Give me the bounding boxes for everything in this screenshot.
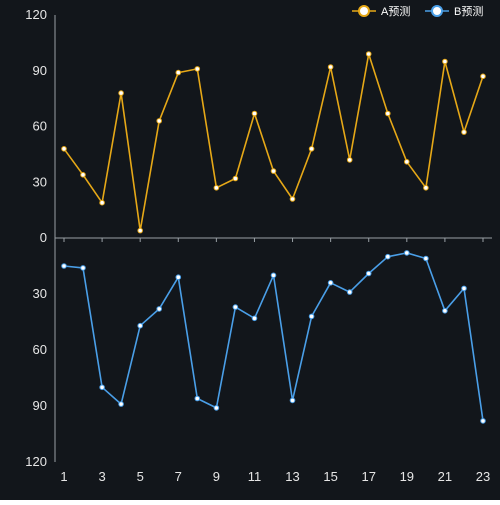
data-point: [404, 159, 410, 165]
top-y-tick-label: 60: [33, 119, 47, 134]
legend-item-a[interactable]: A预测: [352, 5, 410, 18]
x-tick-label: 9: [213, 469, 220, 484]
top-y-tick-label: 120: [25, 7, 47, 22]
legend-item-b[interactable]: B预测: [425, 5, 483, 18]
data-point: [480, 73, 486, 80]
data-point: [156, 306, 162, 312]
data-point: [213, 185, 220, 191]
bottom-y-tick-label: 120: [25, 454, 47, 469]
data-point: [423, 255, 429, 262]
legend[interactable]: A预测 B预测: [352, 5, 483, 18]
top-y-tick-label: 0: [40, 230, 47, 245]
x-tick-label: 7: [175, 469, 182, 484]
data-point: [61, 146, 67, 152]
x-tick-label: 17: [361, 469, 375, 484]
data-point: [99, 384, 105, 391]
series-a: [61, 51, 486, 234]
data-point: [289, 196, 296, 202]
data-point: [308, 313, 315, 320]
data-point: [137, 227, 143, 234]
data-point: [99, 199, 105, 206]
series-layer: [61, 51, 486, 424]
data-point: [194, 395, 201, 402]
x-tick-label: 5: [137, 469, 144, 484]
x-tick-label: 11: [248, 469, 262, 484]
x-tick-label: 13: [285, 469, 299, 484]
data-point: [80, 172, 86, 178]
data-point: [346, 157, 353, 163]
data-point: [175, 69, 182, 76]
data-point: [327, 64, 334, 70]
data-point: [213, 405, 220, 411]
data-point: [442, 58, 448, 65]
bottom-y-tick-label: 30: [33, 286, 47, 301]
x-tick-label: 21: [438, 469, 452, 484]
series-b: [61, 250, 486, 424]
data-point: [80, 265, 86, 271]
data-point: [404, 250, 410, 256]
data-point: [118, 90, 124, 96]
data-point: [270, 168, 277, 174]
x-tick-label: 23: [476, 469, 490, 484]
data-point: [346, 289, 353, 295]
data-point: [442, 308, 448, 314]
data-point: [327, 280, 334, 286]
data-point: [251, 110, 258, 117]
data-point: [385, 253, 391, 260]
data-point: [156, 118, 162, 124]
data-point: [423, 185, 429, 191]
data-point: [480, 418, 486, 424]
data-point: [289, 397, 296, 404]
data-point: [232, 304, 239, 310]
data-point: [194, 66, 201, 72]
data-point: [232, 175, 239, 182]
x-tick-label: 19: [400, 469, 414, 484]
data-point: [251, 315, 258, 322]
data-point: [365, 51, 372, 57]
data-point: [385, 110, 391, 117]
data-point: [365, 270, 372, 277]
data-point: [461, 129, 467, 135]
legend-label: B预测: [454, 5, 483, 18]
legend-marker: [431, 5, 443, 17]
x-tick-label: 3: [98, 469, 105, 484]
data-point: [175, 274, 182, 281]
x-tick-label: 1: [60, 469, 67, 484]
top-y-tick-label: 90: [33, 63, 47, 78]
top-y-tick-label: 30: [33, 174, 47, 189]
legend-marker: [358, 5, 370, 17]
data-point: [118, 401, 124, 407]
legend-label: A预测: [381, 5, 410, 18]
data-point: [270, 272, 277, 279]
data-point: [461, 285, 467, 292]
bottom-y-tick-label: 60: [33, 342, 47, 357]
data-point: [61, 263, 67, 269]
data-point: [308, 146, 315, 152]
bottom-y-tick-label: 90: [33, 398, 47, 413]
x-tick-label: 15: [323, 469, 337, 484]
data-point: [137, 322, 143, 329]
